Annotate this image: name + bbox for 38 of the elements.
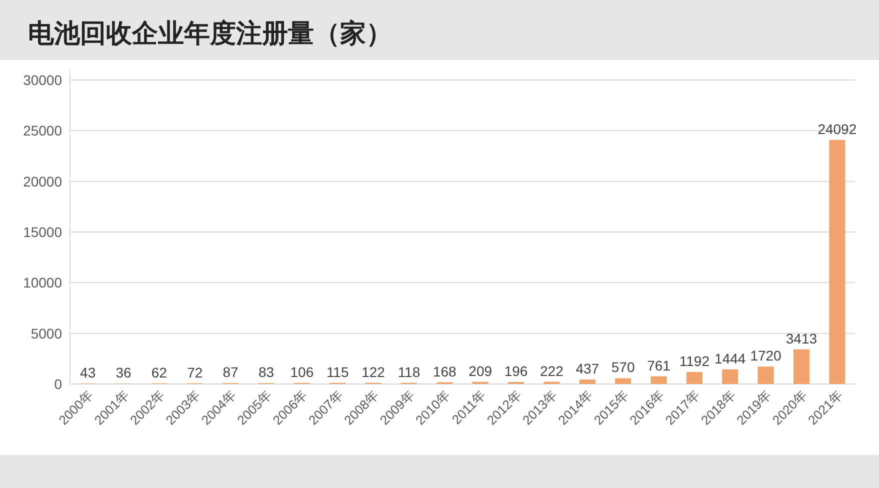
- bar: [650, 376, 667, 384]
- bar: [686, 372, 702, 384]
- data-label: 87: [222, 364, 239, 380]
- bar: [793, 349, 810, 384]
- data-label: 122: [362, 364, 386, 380]
- y-tick-label: 0: [54, 376, 62, 392]
- data-label: 62: [151, 364, 168, 380]
- bar: [579, 380, 596, 384]
- data-label: 437: [576, 360, 600, 377]
- data-label: 36: [116, 364, 132, 381]
- y-tick-label: 20000: [23, 173, 62, 190]
- data-label: 83: [258, 364, 274, 380]
- bar: [829, 140, 846, 384]
- y-tick-label: 5000: [30, 325, 62, 342]
- data-label: 24092: [818, 120, 857, 137]
- data-label: 196: [504, 363, 528, 380]
- data-label: 118: [398, 364, 420, 380]
- data-label: 1720: [750, 348, 782, 364]
- data-label: 1444: [714, 350, 746, 366]
- y-tick-label: 15000: [23, 224, 62, 240]
- y-tick-label: 10000: [23, 274, 62, 291]
- data-label: 761: [647, 357, 671, 374]
- data-label: 168: [432, 363, 457, 380]
- bar: [722, 369, 738, 384]
- data-label: 43: [80, 364, 96, 381]
- data-label: 222: [540, 362, 564, 379]
- data-label: 1192: [679, 352, 710, 369]
- data-label: 72: [187, 364, 203, 380]
- data-label: 570: [611, 359, 635, 376]
- y-tick-label: 30000: [23, 72, 62, 88]
- y-tick-label: 25000: [23, 122, 62, 139]
- data-label: 106: [290, 364, 314, 380]
- data-label: 209: [468, 362, 492, 379]
- bar: [615, 378, 632, 384]
- chart-title: 电池回收企业年度注册量（家）: [28, 18, 392, 48]
- bar: [758, 366, 774, 384]
- data-label: 115: [326, 364, 349, 380]
- data-label: 3413: [786, 330, 818, 346]
